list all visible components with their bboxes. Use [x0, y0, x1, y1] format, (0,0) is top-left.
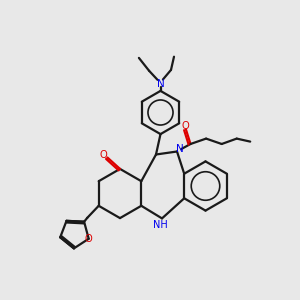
Text: O: O	[100, 150, 108, 160]
Text: N: N	[176, 143, 183, 154]
Text: O: O	[182, 121, 189, 131]
Text: N: N	[157, 79, 164, 89]
Text: O: O	[85, 234, 93, 244]
Text: NH: NH	[153, 220, 168, 230]
